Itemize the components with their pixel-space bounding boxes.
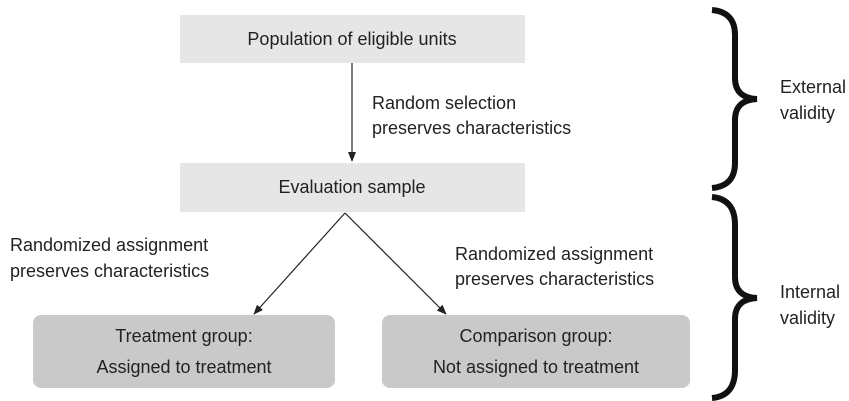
node-label: Comparison group: (459, 326, 612, 346)
box-comparison (382, 315, 690, 388)
arrow (253, 212, 346, 315)
brace (711, 7, 758, 191)
brace-label: validity (780, 308, 835, 328)
edge-label: Random selection (372, 93, 516, 113)
node-label: Treatment group: (115, 326, 252, 346)
box-sample (180, 163, 525, 212)
brace-label: validity (780, 103, 835, 123)
brace-label: Internal (780, 282, 840, 302)
node-label: Evaluation sample (278, 177, 425, 197)
edge-label: preserves characteristics (455, 269, 654, 289)
node-label: Assigned to treatment (96, 357, 271, 377)
edge-label: preserves characteristics (10, 261, 209, 281)
box-treatment (33, 315, 335, 388)
edge-label: preserves characteristics (372, 118, 571, 138)
edge-label: Randomized assignment (455, 244, 653, 264)
brace (711, 194, 758, 401)
brace-label: External (780, 77, 846, 97)
edge-label: Randomized assignment (10, 235, 208, 255)
arrow (344, 212, 447, 315)
node-label: Not assigned to treatment (433, 357, 639, 377)
node-label: Population of eligible units (247, 29, 456, 49)
box-population (180, 15, 525, 63)
